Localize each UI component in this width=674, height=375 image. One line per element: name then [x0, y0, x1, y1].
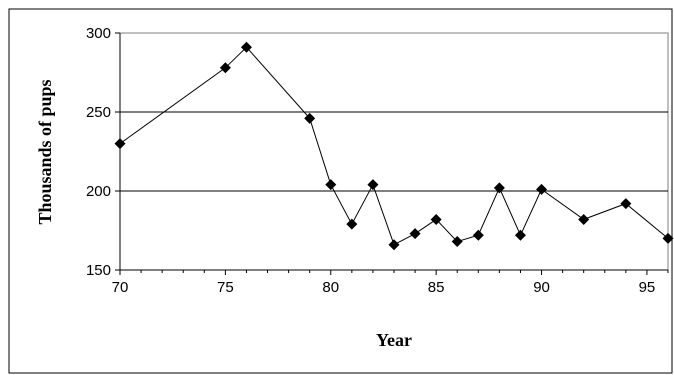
- chart-border: [8, 8, 673, 374]
- data-point-85: [430, 213, 442, 225]
- data-point-92: [578, 213, 590, 225]
- data-point-79: [304, 112, 316, 124]
- data-point-76: [240, 41, 252, 53]
- x-tick-label-70: 70: [112, 279, 129, 296]
- data-point-89: [514, 229, 526, 241]
- gridlines: [120, 111, 668, 192]
- data-point-94: [620, 198, 632, 210]
- data-point-88: [493, 182, 505, 194]
- x-tick-label-80: 80: [322, 279, 339, 296]
- data-point-96: [662, 232, 674, 244]
- x-tick-label-95: 95: [639, 279, 656, 296]
- data-point-81: [346, 218, 358, 230]
- data-point-83: [388, 239, 400, 251]
- data-point-86: [451, 236, 463, 248]
- data-point-82: [367, 179, 379, 191]
- data-point-80: [325, 179, 337, 191]
- series-line-0: [119, 46, 669, 246]
- y-tick-label-150: 150: [86, 262, 111, 279]
- data-point-87: [472, 229, 484, 241]
- plot-area: [119, 32, 669, 271]
- y-tick-label-300: 300: [86, 25, 111, 42]
- data-point-70: [114, 138, 126, 150]
- data-point-90: [536, 183, 548, 195]
- x-axis-title: Year: [376, 330, 412, 350]
- data-point-75: [219, 62, 231, 74]
- y-tick-label-250: 250: [86, 104, 111, 121]
- data-point-84: [409, 228, 421, 240]
- y-axis-title: Thousands of pups: [35, 79, 55, 224]
- x-axis-ticks: 70 75 80 85 90 95: [112, 270, 669, 296]
- x-tick-label-85: 85: [428, 279, 445, 296]
- x-tick-label-75: 75: [217, 279, 234, 296]
- y-axis-ticks: 150 200 250 300: [86, 25, 120, 279]
- y-tick-label-200: 200: [86, 183, 111, 200]
- series-pups: [114, 41, 674, 251]
- x-tick-label-90: 90: [533, 279, 550, 296]
